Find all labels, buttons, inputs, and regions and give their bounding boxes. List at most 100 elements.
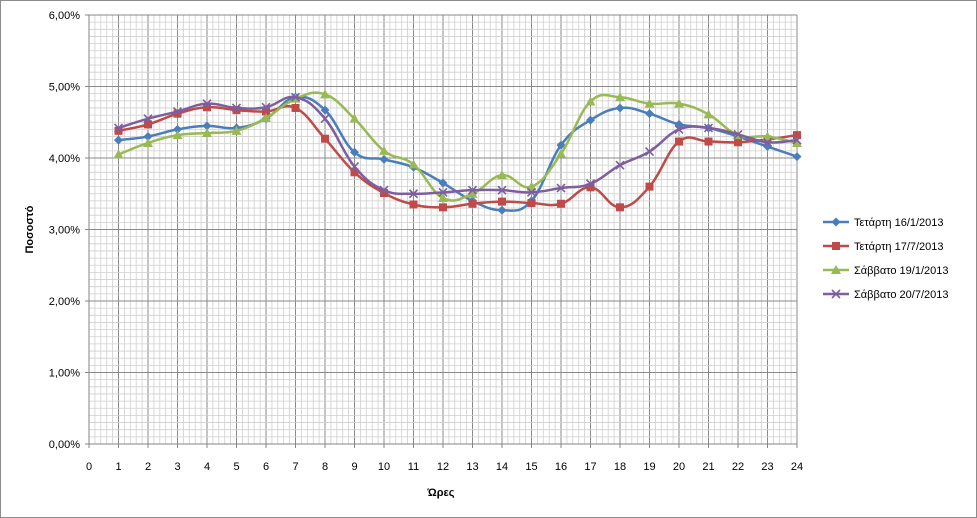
data-point xyxy=(231,125,242,135)
data-point xyxy=(438,187,448,197)
data-point xyxy=(586,183,595,192)
grid-lines xyxy=(88,14,798,445)
series-layer xyxy=(113,89,802,215)
data-point xyxy=(498,197,506,206)
data-point xyxy=(172,130,183,140)
data-point xyxy=(408,159,419,169)
data-point xyxy=(792,152,802,162)
data-point xyxy=(143,137,153,147)
data-point xyxy=(173,109,182,118)
tick-labels: 0 1 2 3 4 5 6 7 8 9 10 11 12 13 14 15 16 17 18 19 20 21 22 23 24… xyxy=(49,10,803,473)
data-point xyxy=(114,126,123,135)
legend-item: Σάββατο 19/1/2013 xyxy=(823,265,948,277)
x-tick-label: 22 xyxy=(732,461,744,473)
y-tick-label: 6,00% xyxy=(49,10,80,22)
legend-label: Τετάρτη 17/7/2013 xyxy=(854,241,944,253)
y-tick-label: 4,00% xyxy=(49,153,80,165)
legend-label: Σάββατο 20/7/2013 xyxy=(854,289,948,301)
data-point xyxy=(793,131,801,140)
data-point xyxy=(202,121,212,131)
data-point xyxy=(439,203,447,212)
data-point xyxy=(379,154,389,164)
data-point xyxy=(556,148,566,158)
x-axis-title: Ώρες xyxy=(427,487,455,499)
x-tick-label: 2 xyxy=(145,461,151,473)
legend-swatch-marker xyxy=(831,289,841,299)
data-point xyxy=(645,182,654,191)
data-point xyxy=(644,98,655,108)
data-point xyxy=(674,98,684,108)
legend-swatch-marker xyxy=(831,265,841,274)
data-point xyxy=(291,103,300,112)
series-line xyxy=(118,95,798,196)
y-tick-label: 0,00% xyxy=(49,439,80,451)
y-axis-title: Ποσοστό xyxy=(24,205,36,253)
data-point xyxy=(379,145,389,155)
data-point xyxy=(615,92,625,102)
data-point xyxy=(497,205,507,215)
data-point xyxy=(438,178,448,188)
legend-swatch-marker xyxy=(832,242,840,250)
data-point xyxy=(202,99,212,109)
data-point xyxy=(644,146,655,157)
data-point xyxy=(674,119,684,129)
data-point xyxy=(320,89,330,99)
data-point xyxy=(232,106,241,115)
data-point xyxy=(585,96,596,106)
y-tick-label: 5,00% xyxy=(49,82,80,94)
data-point xyxy=(675,137,683,146)
x-tick-label: 6 xyxy=(263,461,269,473)
data-point xyxy=(380,189,388,198)
data-point xyxy=(408,189,419,199)
legend: Τετάρτη 16/1/2013 Τετάρτη 17/7/2013 Σάββατ… xyxy=(823,217,948,301)
data-point xyxy=(173,124,182,134)
legend-label: Σάββατο 19/1/2013 xyxy=(854,265,948,277)
x-tick-label: 4 xyxy=(204,461,210,473)
x-tick-label: 21 xyxy=(702,461,714,473)
x-tick-label: 14 xyxy=(496,461,508,473)
x-tick-label: 13 xyxy=(466,461,478,473)
data-point xyxy=(467,188,478,198)
data-point xyxy=(143,132,153,142)
data-point xyxy=(556,140,566,150)
legend-item: Τετάρτη 17/7/2013 xyxy=(823,241,944,253)
legend-label: Τετάρτη 16/1/2013 xyxy=(854,217,944,229)
x-tick-label: 1 xyxy=(115,461,121,473)
x-tick-label: 9 xyxy=(351,461,357,473)
data-point xyxy=(349,162,360,172)
data-point xyxy=(615,160,625,170)
x-tick-label: 19 xyxy=(643,461,655,473)
x-tick-label: 3 xyxy=(174,461,180,473)
data-point xyxy=(203,103,211,112)
data-point xyxy=(674,124,684,134)
data-point xyxy=(468,199,477,208)
x-tick-label: 24 xyxy=(791,461,803,473)
data-point xyxy=(586,115,595,125)
data-point xyxy=(557,199,565,208)
data-point xyxy=(792,137,802,147)
x-tick-label: 5 xyxy=(233,461,239,473)
data-point xyxy=(113,123,124,133)
y-tick-label: 3,00% xyxy=(49,225,80,237)
data-point xyxy=(762,137,773,147)
x-tick-label: 11 xyxy=(408,461,419,473)
legend-item: Σάββατο 20/7/2013 xyxy=(823,289,948,301)
data-point xyxy=(526,181,537,191)
data-point xyxy=(526,187,537,197)
data-point xyxy=(438,193,448,203)
y-tick-label: 1,00% xyxy=(49,368,80,380)
y-tick-label: 2,00% xyxy=(49,296,80,308)
data-point xyxy=(703,123,714,133)
data-point xyxy=(231,103,242,113)
x-tick-label: 7 xyxy=(292,461,298,473)
data-point xyxy=(527,199,536,208)
data-point xyxy=(703,109,714,119)
data-point xyxy=(616,203,624,212)
data-point xyxy=(585,179,596,189)
data-point xyxy=(202,127,212,137)
data-point xyxy=(144,120,152,129)
x-tick-label: 18 xyxy=(614,461,626,473)
data-point xyxy=(497,185,507,195)
x-tick-label: 8 xyxy=(322,461,328,473)
data-point xyxy=(467,185,478,195)
